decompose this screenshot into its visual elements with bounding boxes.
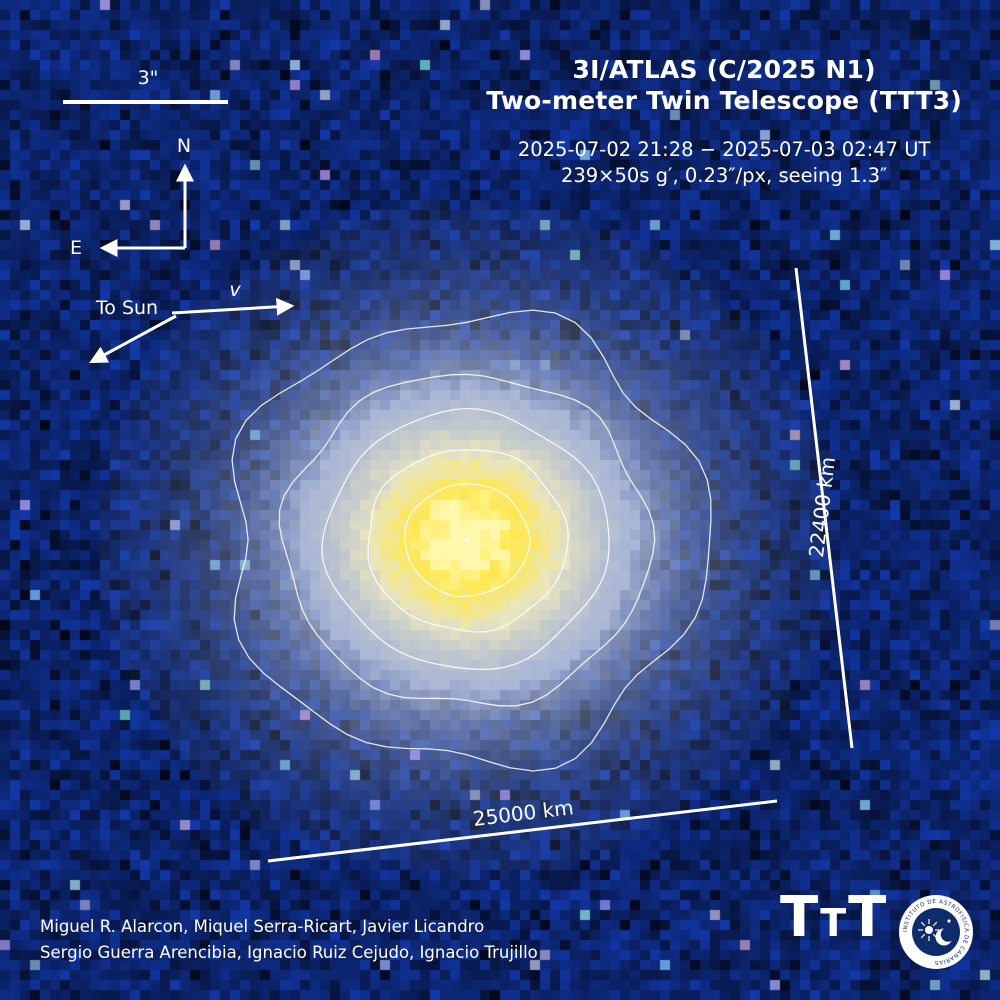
vertical-scale: 22400 km [794,267,854,749]
credit-line-1: Miguel R. Alarcon, Miquel Serra-Ricart, … [40,917,485,936]
vertical-scale-line [794,267,854,749]
comet-center-marker [465,538,469,542]
title-block: 3I/ATLAS (C/2025 N1) Two-meter Twin Tele… [486,54,962,189]
horizontal-scale-line [267,799,778,863]
ttt-letter-3: T [848,885,887,950]
compass: N E [70,135,194,259]
to-sun-arrow [89,314,177,364]
observation-settings: 239×50s g′, 0.23″/px, seeing 1.3″ [560,164,888,187]
velocity-label: v [229,279,241,301]
iac-logo-art [918,919,956,946]
object-title: 3I/ATLAS (C/2025 N1) [572,55,876,84]
ttt-letter-2: T [820,901,847,945]
iac-logo: INSTITUTO DE ASTROFISICA DE CANARIAS [899,895,973,969]
velocity-arrow [171,297,295,316]
isophote-contour [231,309,712,772]
scale-bar-label: 3" [138,67,159,89]
isophote-contour [278,373,656,707]
observation-info: 2025-07-02 21:28 − 2025-07-03 02:47 UT 2… [486,137,962,189]
iac-sun-icon [925,926,933,934]
isophote-contours [231,309,712,772]
credit-line-2: Sergio Guerra Arencibia, Ignacio Ruiz Ce… [40,943,538,962]
credits: Miguel R. Alarcon, Miquel Serra-Ricart, … [40,914,538,966]
direction-indicators: v To Sun [89,279,295,364]
isophote-contour [404,483,531,598]
ttt-letter-1: T [780,885,819,950]
observation-window: 2025-07-02 21:28 − 2025-07-03 02:47 UT [517,138,931,161]
iac-star-icon [947,919,951,923]
east-label: E [70,237,82,259]
scale-bar: 3" [63,67,228,104]
isophote-contour [321,407,610,671]
horizontal-scale: 25000 km [267,795,778,863]
ttt-logo: T T T [780,890,886,946]
to-sun-label: To Sun [95,297,158,319]
vertical-scale-label: 22400 km [804,456,840,559]
telescope-title: Two-meter Twin Telescope (TTT3) [486,86,962,115]
isophote-contour [367,449,569,633]
north-label: N [177,135,191,157]
